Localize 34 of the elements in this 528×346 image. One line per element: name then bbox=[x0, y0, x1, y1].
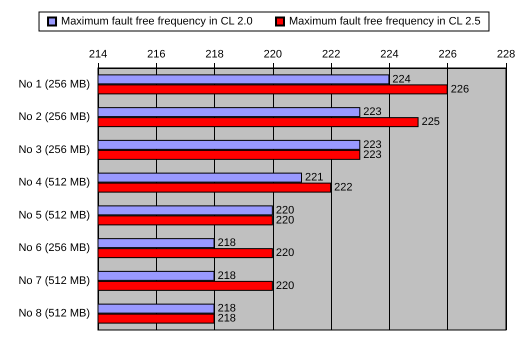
data-label: 218 bbox=[218, 312, 236, 325]
x-tick-label: 216 bbox=[147, 48, 166, 60]
y-tick-label: No 7 (512 MB) bbox=[18, 274, 90, 287]
x-tick-label: 220 bbox=[264, 48, 282, 60]
data-label: 218 bbox=[218, 237, 236, 250]
y-tick-label: No 8 (512 MB) bbox=[18, 308, 90, 320]
x-tick-label: 224 bbox=[380, 48, 399, 60]
y-tick-label: No 6 (256 MB) bbox=[18, 242, 90, 254]
data-label: 220 bbox=[276, 214, 294, 226]
data-label: 225 bbox=[422, 116, 440, 128]
x-tick-label: 218 bbox=[205, 48, 224, 60]
y-tick-label: No 2 (256 MB) bbox=[18, 111, 90, 124]
data-label: 223 bbox=[363, 106, 382, 118]
data-label: 220 bbox=[276, 204, 294, 216]
data-label: 226 bbox=[450, 83, 470, 96]
data-label: 220 bbox=[276, 247, 294, 260]
y-tick-label: No 3 (256 MB) bbox=[18, 144, 90, 156]
legend-label: Maximum fault free frequency in CL 2.0 bbox=[61, 16, 253, 28]
x-tick-label: 228 bbox=[496, 48, 516, 60]
data-label: 222 bbox=[334, 182, 352, 194]
legend-label: Maximum fault free frequency in CL 2.5 bbox=[289, 16, 481, 28]
y-tick-label: No 4 (512 MB) bbox=[18, 176, 90, 189]
x-tick-label: 214 bbox=[88, 48, 108, 60]
data-label: 220 bbox=[276, 280, 294, 292]
x-tick-label: 226 bbox=[438, 48, 457, 60]
x-tick-label: 222 bbox=[322, 48, 340, 60]
data-label: 218 bbox=[218, 302, 236, 315]
data-label: 223 bbox=[363, 148, 382, 161]
data-label: 221 bbox=[305, 172, 324, 184]
data-label: 224 bbox=[392, 73, 411, 86]
data-label: 223 bbox=[363, 138, 382, 151]
y-tick-label: No 1 (256 MB) bbox=[18, 78, 90, 90]
data-label: 218 bbox=[218, 270, 236, 282]
y-tick-label: No 5 (512 MB) bbox=[18, 209, 90, 222]
